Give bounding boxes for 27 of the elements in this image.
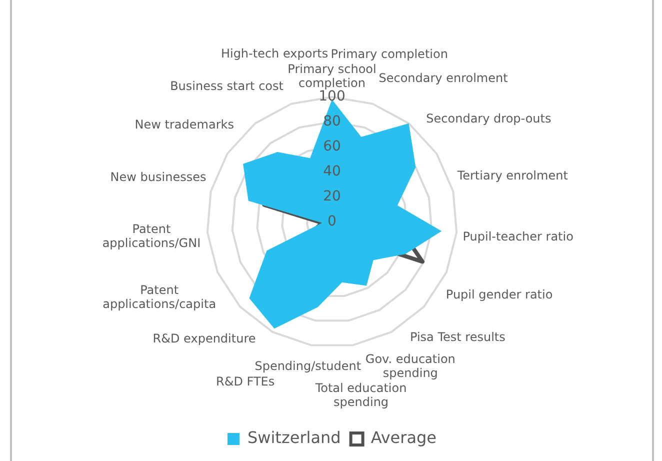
spoke-label: Patent applications/capita	[102, 282, 216, 311]
spoke-label: Pupil-teacher ratio	[462, 230, 574, 244]
spoke-label: Total education spending	[314, 381, 407, 410]
y-tick-label: 20	[323, 188, 341, 205]
y-tick-label: 40	[323, 164, 341, 180]
spoke-label: Pisa Test results	[410, 330, 506, 344]
spoke-label: Tertiary enrolment	[456, 168, 568, 182]
spoke-label: New businesses	[110, 170, 206, 184]
spoke-label: Pupil gender ratio	[446, 288, 553, 302]
y-tick-label: 100	[318, 88, 346, 105]
spoke-label: R&D expenditure	[152, 332, 256, 346]
spoke-label: New trademarks	[134, 118, 234, 132]
spoke-label: Patent applications/GNI	[102, 222, 201, 250]
spoke-label: Primary school completion	[288, 62, 376, 90]
spoke-label: Business start cost	[170, 78, 284, 93]
spoke-label: Primary completion	[330, 47, 448, 62]
legend-label: Switzerland	[247, 428, 341, 448]
spoke-label: High-tech exports	[220, 46, 328, 61]
y-tick-label: 80	[323, 114, 341, 130]
spoke-label: Secondary drop-outs	[426, 112, 552, 126]
y-tick-label: 0	[328, 214, 336, 230]
spoke-label: Secondary enrolment	[378, 71, 508, 86]
legend-label: Average	[370, 428, 437, 448]
spoke-label: Spending/student	[254, 358, 362, 373]
spoke-label: R&D FTEs	[216, 374, 275, 388]
y-tick-label: 60	[323, 138, 341, 155]
spoke-label: Gov. education spending	[365, 352, 456, 380]
